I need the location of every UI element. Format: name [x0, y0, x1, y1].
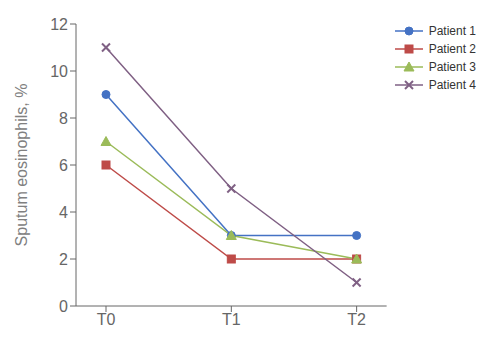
svg-text:Sputum eosinophils, %: Sputum eosinophils, %: [13, 84, 30, 247]
svg-text:8: 8: [59, 110, 68, 127]
html-text:Patient 4: Patient 4: [428, 78, 476, 92]
svg-text:6: 6: [59, 157, 68, 174]
html-text:Patient 2: Patient 2: [428, 42, 476, 56]
html-text:Patient 1: Patient 1: [428, 24, 476, 38]
svg-text:T2: T2: [347, 311, 366, 328]
svg-text:0: 0: [59, 298, 68, 315]
html-text:Patient 3: Patient 3: [428, 60, 476, 74]
svg-text:4: 4: [59, 204, 68, 221]
svg-text:T1: T1: [222, 311, 241, 328]
svg-text:10: 10: [50, 63, 68, 80]
svg-text:T0: T0: [97, 311, 116, 328]
svg-text:12: 12: [50, 16, 68, 33]
svg-text:2: 2: [59, 251, 68, 268]
